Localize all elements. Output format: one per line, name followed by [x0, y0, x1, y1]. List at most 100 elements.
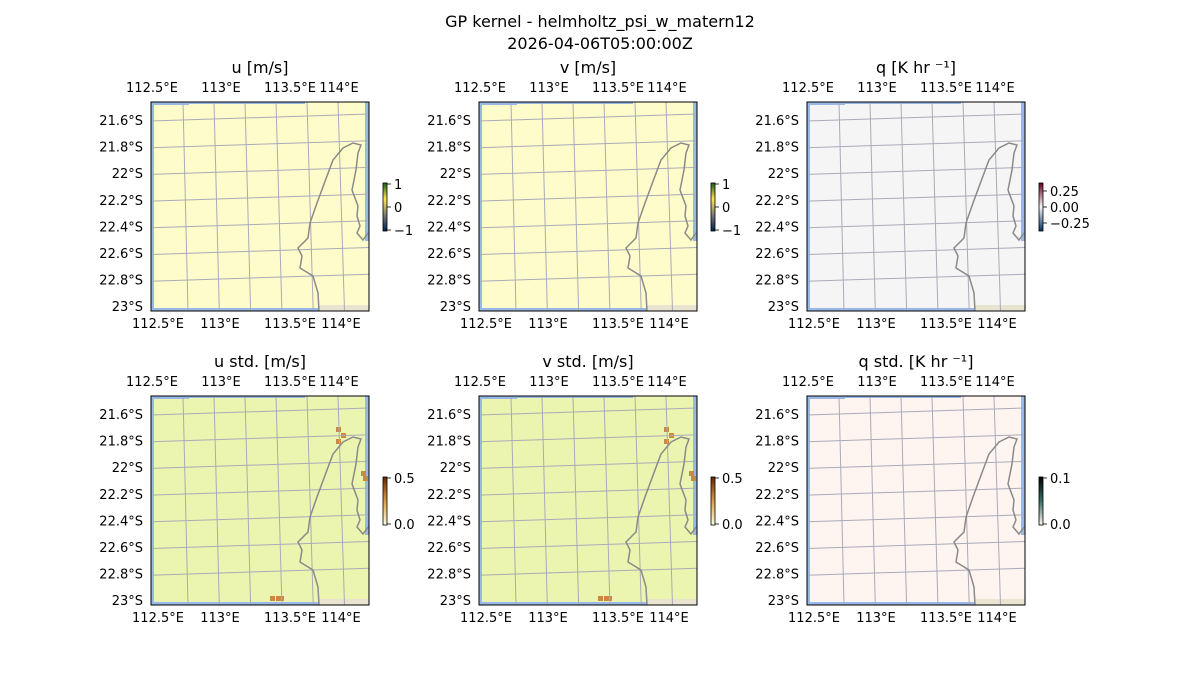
- lat-gridline: [806, 407, 1026, 416]
- lon-tick-label: 113.5°E: [592, 317, 644, 332]
- lat-tick-label: 22.8°S: [427, 568, 471, 583]
- lat-tick-label: 22.8°S: [99, 274, 143, 289]
- axes-frame: [478, 101, 698, 312]
- lat-tick-label: 23°S: [112, 300, 143, 315]
- map-panel: v [m/s]112.5°E112.5°E113°E113°E113.5°E11…: [427, 58, 741, 332]
- lon-gridline: [213, 101, 220, 312]
- anomaly-cell: [691, 476, 696, 481]
- colorbar-tick-label: 1: [722, 178, 730, 193]
- lat-tick-label: 22.4°S: [755, 514, 799, 529]
- lat-gridline: [150, 247, 370, 255]
- lon-tick-label: 114°E: [647, 81, 687, 96]
- ocean-edge: [151, 102, 154, 311]
- lon-tick-label: 113°E: [529, 375, 569, 390]
- ocean-edge: [517, 396, 633, 398]
- lat-tick-label: 22°S: [112, 461, 143, 476]
- lat-tick-label: 21.6°S: [427, 408, 471, 423]
- lat-tick-label: 22.2°S: [755, 488, 799, 503]
- lon-tick-label: 113.5°E: [264, 317, 316, 332]
- lat-gridline: [150, 220, 370, 229]
- anomaly-cell: [361, 471, 366, 476]
- lat-tick-label: 21.8°S: [755, 435, 799, 450]
- lon-gridline: [337, 395, 345, 606]
- lon-tick-label: 114°E: [975, 81, 1015, 96]
- lat-gridline: [478, 434, 698, 443]
- ocean-edge: [807, 602, 975, 605]
- lat-gridline: [150, 487, 370, 496]
- lon-tick-label: 112.5°E: [126, 81, 178, 96]
- ocean-edge: [151, 102, 189, 105]
- ocean-edge: [517, 102, 633, 104]
- lon-tick-label: 113°E: [529, 81, 569, 96]
- axes-frame: [150, 101, 370, 312]
- ocean-edge: [151, 602, 319, 605]
- colorbar-tick-label: 0.0: [722, 518, 743, 533]
- lon-gridline: [572, 395, 580, 606]
- lat-tick-label: 22.4°S: [427, 220, 471, 235]
- lat-tick-label: 22°S: [440, 167, 471, 182]
- map-panel: v std. [m/s] 112.5°E 112.5°E 113°E 113°E 113.…: [427, 352, 742, 626]
- lon-tick-label: 113.5°E: [264, 375, 316, 390]
- lat-gridline: [478, 407, 698, 416]
- lat-tick-label: 22.6°S: [427, 541, 471, 556]
- colorbar: [382, 182, 388, 232]
- colorbar: [382, 476, 388, 526]
- lat-gridline: [150, 434, 370, 443]
- ocean-edge: [693, 396, 697, 535]
- lat-gridline: [806, 460, 1026, 469]
- lat-tick-label: 23°S: [768, 594, 799, 609]
- colorbar: [1038, 476, 1044, 526]
- lon-tick-label: 114°E: [977, 317, 1017, 332]
- lon-tick-label: 113°E: [528, 611, 568, 626]
- lon-gridline: [665, 101, 673, 312]
- lat-tick-label: 22°S: [112, 167, 143, 182]
- lat-gridline: [806, 541, 1026, 549]
- ocean-edge: [479, 308, 647, 311]
- lat-gridline: [806, 113, 1026, 122]
- map-panel: u [m/s]112.5°E112.5°E113°E113°E113.5°E11…: [99, 58, 413, 332]
- colorbar-tick-label: 0: [394, 201, 402, 216]
- lat-tick-label: 22.2°S: [427, 488, 471, 503]
- lon-gridline: [993, 101, 1001, 312]
- lon-gridline: [213, 395, 220, 606]
- lat-tick-label: 23°S: [768, 300, 799, 315]
- lat-tick-label: 21.6°S: [755, 114, 799, 129]
- anomaly-cell: [689, 471, 694, 476]
- lat-tick-label: 21.8°S: [99, 435, 143, 450]
- lat-tick-label: 22.6°S: [755, 247, 799, 262]
- coastline: [625, 142, 697, 312]
- lon-tick-label: 113.5°E: [592, 375, 644, 390]
- coastline: [953, 142, 1025, 312]
- lat-tick-label: 22.2°S: [427, 194, 471, 209]
- lat-tick-label: 22.4°S: [755, 220, 799, 235]
- ocean-edge: [807, 308, 975, 311]
- ocean-edge: [365, 102, 369, 241]
- ocean-edge: [1021, 102, 1025, 241]
- lon-gridline: [510, 101, 517, 312]
- colorbar-tick-label: 1: [394, 178, 402, 193]
- colorbar-tick-label: −1: [394, 224, 413, 239]
- anomaly-cell: [664, 427, 669, 432]
- panel-title: v std. [m/s]: [542, 352, 633, 371]
- lat-gridline: [150, 514, 370, 523]
- map-panel: q [K hr ⁻¹] 112.5°E 112.5°E 113°E 113°E 113.5…: [755, 58, 1090, 332]
- lon-tick-label: 112.5°E: [782, 81, 834, 96]
- lon-gridline: [337, 101, 345, 312]
- colorbar-tick-label: 0.5: [394, 472, 415, 487]
- colorbar-tick-label: 0.1: [1050, 472, 1071, 487]
- lat-gridline: [478, 460, 698, 469]
- lat-tick-label: 22.8°S: [755, 274, 799, 289]
- anomaly-cell: [270, 596, 275, 601]
- lon-tick-label: 113.5°E: [920, 81, 972, 96]
- colorbar-tick-label: 0.25: [1050, 185, 1079, 200]
- lon-gridline: [993, 395, 1001, 606]
- lon-tick-label: 112.5°E: [460, 611, 512, 626]
- colorbar-tick-label: −0.25: [1050, 217, 1090, 232]
- lon-tick-label: 113.5°E: [920, 317, 972, 332]
- lon-tick-label: 113.5°E: [920, 611, 972, 626]
- lat-tick-label: 22.2°S: [755, 194, 799, 209]
- colorbar: [1038, 182, 1044, 232]
- lat-gridline: [150, 567, 370, 576]
